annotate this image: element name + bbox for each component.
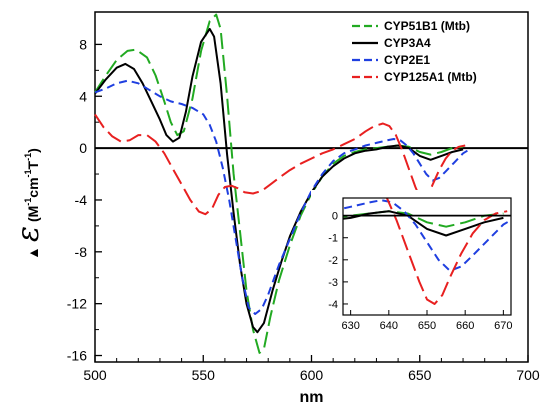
y-axis-unit-sup2: -1 [23,169,33,177]
y-axis-unit-open: (M [25,206,41,222]
inset-x-tick-label: 650 [418,320,436,332]
legend-entry: CYP2E1 [384,53,430,67]
inset-axis-ticks: 630 640 650 660 670 0 -1 -2 -3 -4 [328,211,512,332]
y-tick-label: -8 [75,244,88,260]
y-axis-unit-close: ) [25,148,41,153]
inset-y-tick-label: -4 [328,299,338,311]
legend-entry: CYP3A4 [384,36,431,50]
legend-entry: CYP51B1 (Mtb) [384,19,470,33]
y-tick-label: -12 [67,296,87,312]
x-tick-label: 650 [408,367,432,383]
main-series-group [94,13,468,354]
legend: CYP51B1 (Mtb) CYP3A4 CYP2E1 CYP125A1 (Mtb) [352,19,477,84]
y-axis-symbol: ε [11,226,46,242]
inset-y-tick-label: -3 [328,277,338,289]
inset-plot: 630 640 650 660 670 0 -1 -2 -3 -4 [311,190,525,343]
series-line-0 [94,13,464,354]
x-tick-label: 500 [83,367,107,383]
inset-x-tick-label: 670 [494,320,512,332]
inset-series-line-0 [343,210,504,228]
inset-y-tick-label: -2 [328,255,338,267]
inset-y-tick-label: -1 [328,233,338,245]
y-tick-label: -4 [75,192,88,208]
y-tick-label: 8 [79,36,87,52]
y-tick-label: 0 [79,140,87,156]
x-tick-label: 600 [300,367,324,383]
y-axis-unit-sup3: -1 [23,153,33,161]
inset-x-tick-label: 660 [456,320,474,332]
legend-entry: CYP125A1 (Mtb) [384,70,477,84]
inset-series-line-2 [343,199,511,272]
series-line-1 [94,27,464,334]
y-axis-label: ▲ε(M-1cm-1T-1) [11,148,46,260]
y-axis-unit-cm: cm [25,177,41,197]
x-axis-label: nm [300,389,324,406]
y-axis-unit-sup1: -1 [23,198,33,206]
x-tick-label: 550 [192,367,216,383]
svg-text:▲ε(M-1cm-1T-1): ▲ε(M-1cm-1T-1) [11,148,46,260]
inset-x-tick-label: 640 [380,320,398,332]
y-tick-label: -16 [67,348,87,364]
y-tick-label: 4 [79,88,87,104]
y-axis-marker: ▲ [25,246,41,260]
inset-y-tick-label: 0 [332,211,338,223]
inset-x-tick-label: 630 [341,320,359,332]
series-line-2 [94,79,468,315]
y-axis-unit-t: T [25,160,41,169]
main-axis-ticks: 500 550 600 650 700 8 4 0 -4 -8 -12 -16 [67,36,540,383]
x-tick-label: 700 [516,367,540,383]
inset-series-line-3 [385,198,508,305]
